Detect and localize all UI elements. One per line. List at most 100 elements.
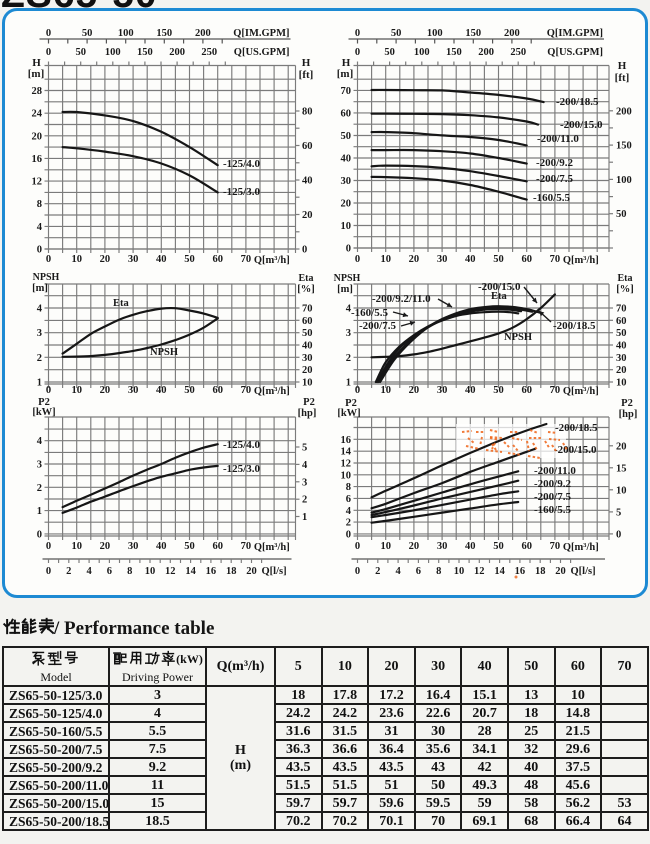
svg-text:1: 1: [37, 506, 42, 517]
svg-text:150: 150: [616, 141, 632, 152]
svg-text:Q[US.GPM]: Q[US.GPM]: [547, 47, 603, 58]
svg-text:16: 16: [32, 154, 43, 165]
svg-text:20: 20: [100, 385, 111, 396]
svg-text:4: 4: [302, 460, 308, 471]
svg-text:4: 4: [346, 506, 352, 517]
svg-text:2: 2: [66, 566, 71, 577]
svg-text:3: 3: [37, 460, 42, 471]
svg-text:[m]: [m]: [337, 284, 353, 295]
svg-text:2: 2: [302, 495, 307, 506]
svg-text:0: 0: [355, 254, 360, 265]
svg-text:30: 30: [302, 353, 313, 364]
svg-text:0: 0: [46, 385, 51, 396]
svg-text:16: 16: [515, 566, 526, 577]
svg-text:40: 40: [156, 541, 167, 552]
svg-text:Q[l/s]: Q[l/s]: [571, 566, 596, 577]
svg-text:H: H: [32, 57, 41, 69]
svg-text:20: 20: [100, 254, 111, 265]
svg-text:3: 3: [302, 477, 307, 488]
svg-text:-200/11.0: -200/11.0: [534, 465, 576, 477]
svg-text:100: 100: [427, 28, 443, 39]
svg-text:50: 50: [75, 47, 86, 58]
svg-text:-200/7.5: -200/7.5: [534, 491, 571, 503]
svg-text:10: 10: [380, 541, 391, 552]
svg-text:-200/9.2: -200/9.2: [534, 478, 571, 490]
svg-text:10: 10: [71, 254, 82, 265]
svg-text:30: 30: [437, 385, 448, 396]
svg-text:18: 18: [226, 566, 237, 577]
svg-text:-200/9.2: -200/9.2: [536, 157, 573, 169]
svg-text:6: 6: [107, 566, 112, 577]
svg-text:3: 3: [346, 328, 351, 339]
svg-text:2: 2: [346, 518, 351, 529]
svg-text:0: 0: [46, 47, 51, 58]
svg-text:0: 0: [302, 245, 307, 256]
svg-text:-200/11.0: -200/11.0: [537, 133, 579, 145]
svg-text:30: 30: [128, 254, 139, 265]
svg-text:0: 0: [355, 28, 360, 39]
svg-text:100: 100: [105, 47, 121, 58]
svg-text:-125/3.0: -125/3.0: [223, 186, 260, 198]
svg-text:50: 50: [493, 385, 504, 396]
svg-text:4: 4: [37, 304, 43, 315]
svg-text:P2: P2: [38, 397, 50, 408]
svg-text:5: 5: [616, 507, 621, 518]
svg-text:50: 50: [184, 254, 195, 265]
svg-text:0: 0: [346, 529, 351, 540]
svg-text:2: 2: [375, 566, 380, 577]
svg-text:12: 12: [341, 459, 352, 470]
svg-text:4: 4: [395, 566, 401, 577]
svg-text:[m]: [m]: [28, 68, 45, 80]
svg-text:20: 20: [616, 441, 627, 452]
svg-text:16: 16: [206, 566, 217, 577]
svg-text:50: 50: [184, 541, 195, 552]
svg-text:80: 80: [302, 107, 313, 118]
svg-text:Q[IM.GPM]: Q[IM.GPM]: [547, 28, 603, 39]
svg-text:-200/18.5: -200/18.5: [553, 320, 596, 332]
svg-text:Q[m³/h]: Q[m³/h]: [254, 386, 290, 397]
svg-text:3: 3: [37, 328, 42, 339]
svg-text:250: 250: [510, 47, 526, 58]
svg-text:4: 4: [37, 436, 43, 447]
svg-text:-125/3.0: -125/3.0: [223, 463, 260, 475]
svg-text:-200/9.2/11.0: -200/9.2/11.0: [372, 293, 431, 305]
svg-text:[m]: [m]: [337, 68, 354, 80]
svg-text:50: 50: [302, 328, 313, 339]
svg-text:NPSH: NPSH: [33, 272, 60, 283]
svg-text:Q[m³/h]: Q[m³/h]: [254, 542, 290, 553]
svg-text:15: 15: [616, 463, 627, 474]
svg-text:0: 0: [355, 566, 360, 577]
svg-text:P2: P2: [345, 398, 357, 409]
svg-text:150: 150: [465, 28, 481, 39]
svg-text:40: 40: [156, 254, 167, 265]
svg-text:10: 10: [454, 566, 465, 577]
svg-text:[%]: [%]: [616, 284, 634, 295]
svg-text:200: 200: [169, 47, 185, 58]
svg-text:Q[m³/h]: Q[m³/h]: [254, 255, 290, 266]
svg-text:50: 50: [384, 47, 395, 58]
svg-text:Eta: Eta: [618, 273, 633, 284]
svg-text:-200/15.0: -200/15.0: [478, 281, 521, 293]
svg-text:18: 18: [535, 566, 546, 577]
svg-text:60: 60: [212, 254, 223, 265]
svg-text:12: 12: [474, 566, 485, 577]
svg-text:8: 8: [436, 566, 441, 577]
svg-text:10: 10: [71, 385, 82, 396]
svg-text:150: 150: [446, 47, 462, 58]
svg-text:10: 10: [380, 385, 391, 396]
svg-text:70: 70: [341, 86, 352, 97]
svg-text:NPSH: NPSH: [150, 347, 178, 358]
svg-text:Eta: Eta: [299, 273, 314, 284]
svg-text:4: 4: [37, 222, 43, 233]
svg-text:70: 70: [241, 541, 252, 552]
svg-text:0: 0: [37, 245, 42, 256]
svg-text:[ft]: [ft]: [615, 72, 630, 84]
svg-text:2: 2: [346, 353, 351, 364]
svg-text:20: 20: [302, 365, 313, 376]
svg-text:0: 0: [355, 541, 360, 552]
svg-text:-160/5.5: -160/5.5: [533, 192, 570, 204]
svg-text:1: 1: [346, 378, 351, 389]
svg-text:24: 24: [32, 109, 43, 120]
svg-text:30: 30: [437, 254, 448, 265]
svg-text:20: 20: [32, 131, 43, 142]
